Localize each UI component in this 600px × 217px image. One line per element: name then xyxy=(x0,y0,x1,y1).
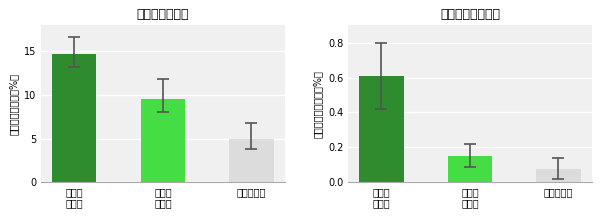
Bar xyxy=(141,99,185,182)
Y-axis label: 全体平均捕捉率（%）: 全体平均捕捉率（%） xyxy=(8,73,19,135)
Y-axis label: 全体平均再生効果（%）: 全体平均再生効果（%） xyxy=(313,70,322,138)
Bar xyxy=(229,139,274,182)
Bar xyxy=(359,76,404,182)
Bar xyxy=(448,156,492,182)
Bar xyxy=(52,54,97,182)
Title: 全体平均再生効果: 全体平均再生効果 xyxy=(440,8,500,21)
Bar xyxy=(536,169,581,182)
Title: 全体平均捕捉率: 全体平均捕捉率 xyxy=(137,8,189,21)
